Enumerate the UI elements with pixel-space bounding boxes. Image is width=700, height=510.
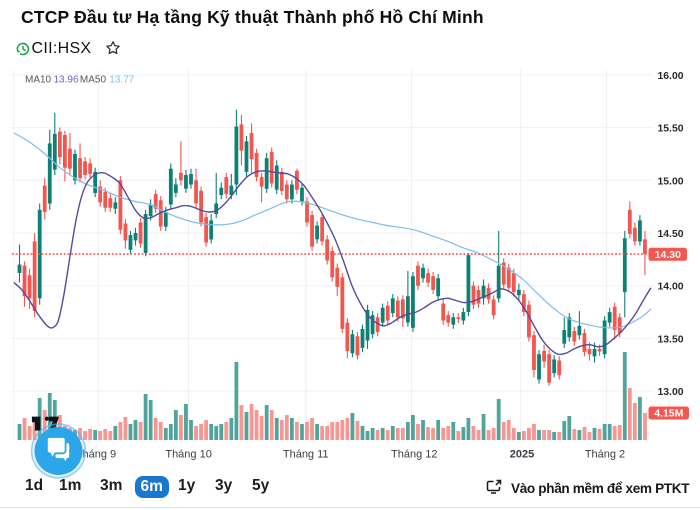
svg-text:13.77: 13.77 <box>109 75 134 86</box>
svg-text:MA50: MA50 <box>80 75 107 86</box>
svg-text:15.00: 15.00 <box>658 176 684 187</box>
svg-text:14.30: 14.30 <box>655 249 681 261</box>
svg-text:MA10: MA10 <box>25 75 52 86</box>
svg-text:13.96: 13.96 <box>54 75 79 86</box>
svg-text:2025: 2025 <box>510 449 534 461</box>
svg-text:Tháng 2: Tháng 2 <box>585 449 625 461</box>
svg-text:13.50: 13.50 <box>658 334 684 345</box>
svg-text:15.50: 15.50 <box>658 124 684 135</box>
svg-text:Tháng 10: Tháng 10 <box>165 449 211 461</box>
svg-text:14.50: 14.50 <box>658 229 684 240</box>
svg-text:14.00: 14.00 <box>658 282 684 293</box>
svg-text:Tháng 11: Tháng 11 <box>283 449 329 461</box>
svg-text:16.00: 16.00 <box>658 71 684 82</box>
svg-text:4.15M: 4.15M <box>654 408 683 420</box>
svg-text:Tháng 12: Tháng 12 <box>391 449 437 461</box>
svg-text:13.00: 13.00 <box>658 387 684 398</box>
